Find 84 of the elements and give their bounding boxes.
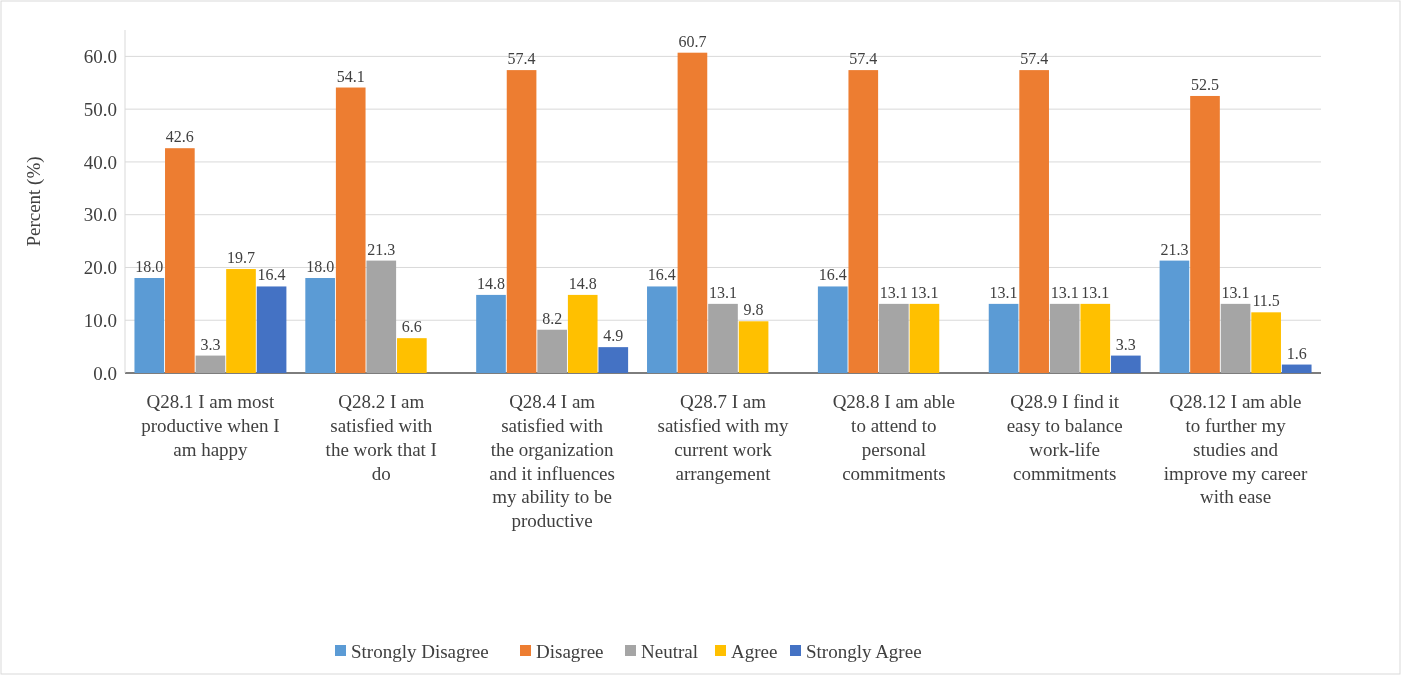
bar (1159, 260, 1190, 373)
data-label: 13.1 (989, 283, 1018, 301)
bar (506, 70, 537, 373)
y-tick-label: 60.0 (83, 46, 117, 68)
bar (647, 286, 677, 373)
data-label: 13.1 (1081, 283, 1110, 301)
x-tick-label: Q28.4 I am satisfied with the organization and it influences my ability to be productive (489, 391, 615, 532)
y-tick-label: 30.0 (83, 204, 117, 226)
data-label: 57.4 (507, 50, 536, 68)
data-label: 54.1 (336, 67, 365, 85)
legend-label: Agree (731, 640, 778, 662)
data-label: 6.6 (401, 318, 422, 336)
bar (537, 329, 567, 373)
y-tick-label: 20.0 (83, 257, 117, 279)
bar (988, 303, 1019, 373)
bar (879, 303, 909, 373)
data-label: 21.3 (367, 240, 396, 258)
data-label: 4.9 (603, 327, 624, 345)
bar (598, 347, 629, 373)
data-label: 52.5 (1191, 75, 1219, 93)
bar (335, 87, 366, 373)
bar (677, 52, 708, 373)
data-label: 14.8 (568, 274, 597, 292)
data-label: 13.1 (910, 283, 939, 301)
data-label: 3.3 (200, 335, 221, 353)
data-label: 3.3 (1115, 335, 1136, 353)
data-label: 13.1 (1050, 283, 1079, 301)
bar (226, 269, 256, 373)
bar (1111, 355, 1141, 373)
legend-label: Neutral (641, 640, 698, 662)
data-label: 60.7 (678, 32, 707, 50)
data-label: 13.1 (879, 283, 908, 301)
bar (1049, 303, 1080, 373)
legend-label: Strongly Agree (806, 640, 922, 662)
data-label: 14.8 (477, 274, 505, 292)
bar (476, 294, 506, 373)
data-label: 1.6 (1286, 344, 1307, 362)
y-tick-label: 50.0 (83, 98, 117, 120)
data-label: 8.2 (542, 309, 563, 327)
x-tick-label: Q28.7 I am satisfied with my current work arrangement (657, 391, 789, 484)
bar (165, 148, 195, 373)
bar (1251, 312, 1281, 373)
bar (256, 286, 287, 373)
bar (1281, 364, 1312, 373)
x-tick-label: Q28.12 I am able to further my studies and improve my career with ease (1163, 391, 1308, 508)
x-tick-label: Q28.2 I am satisfied with the work that I do (325, 391, 437, 484)
bar (1190, 95, 1220, 373)
bar (817, 286, 848, 373)
bar (909, 303, 940, 373)
data-label: 18.0 (306, 258, 335, 276)
x-tick-label: Q28.9 I find it easy to balance work-life commitments (1006, 391, 1123, 484)
bar (134, 278, 165, 373)
data-label: 9.8 (743, 301, 764, 319)
x-tick-label: Q28.1 I am most productive when I am happy (141, 391, 280, 460)
data-label: 16.4 (257, 266, 286, 284)
legend-label: Disagree (536, 640, 604, 662)
y-tick-label: 0.0 (93, 362, 117, 384)
data-label: 19.7 (227, 249, 255, 267)
bar (195, 355, 226, 373)
legend-label: Strongly Disagree (351, 640, 489, 662)
x-tick-label: Q28.8 I am able to attend to personal commitments (832, 391, 956, 484)
y-axis-title: Percent (%) (23, 156, 45, 247)
bar (708, 303, 738, 373)
data-label: 18.0 (135, 258, 164, 276)
data-label: 21.3 (1160, 240, 1189, 258)
y-tick-label: 40.0 (83, 151, 117, 173)
data-label: 11.5 (1252, 292, 1280, 310)
bar (848, 70, 879, 373)
data-label: 42.6 (165, 128, 194, 146)
bar (567, 294, 598, 373)
data-label: 57.4 (1020, 50, 1049, 68)
bar (1220, 303, 1251, 373)
bar (1080, 303, 1111, 373)
bar (397, 338, 427, 373)
bar (366, 260, 397, 373)
data-label: 16.4 (647, 266, 676, 284)
data-label: 13.1 (1221, 283, 1250, 301)
bar (738, 321, 769, 373)
bar (305, 278, 335, 373)
data-label: 16.4 (818, 266, 847, 284)
data-label: 57.4 (849, 50, 878, 68)
data-label: 13.1 (709, 283, 737, 301)
bar (1019, 70, 1049, 373)
y-tick-label: 10.0 (83, 309, 117, 331)
